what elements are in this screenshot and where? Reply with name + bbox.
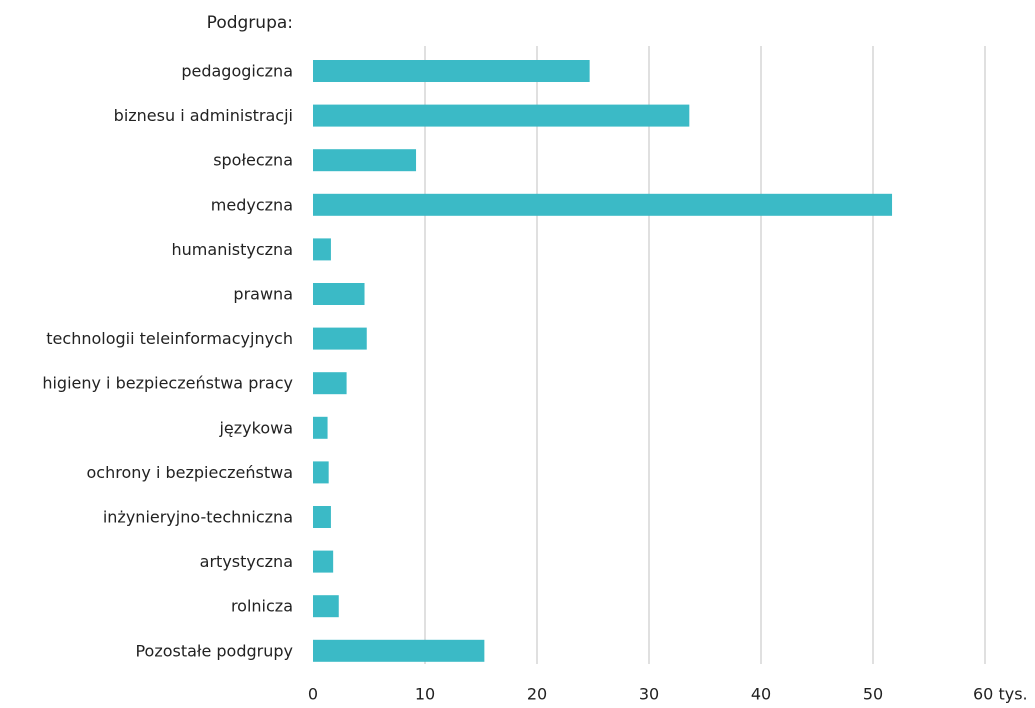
x-tick-label: 50	[863, 685, 883, 704]
bar-3	[313, 193, 893, 216]
x-tick-label: 0	[308, 685, 318, 704]
bar-12	[313, 595, 339, 618]
bar-0	[313, 60, 590, 82]
bar-1	[313, 104, 690, 127]
category-label: higieny i bezpieczeństwa pracy	[42, 374, 293, 393]
category-label: prawna	[233, 285, 293, 304]
category-label: pedagogiczna	[181, 62, 293, 81]
bar-8	[313, 416, 328, 439]
bar-7	[313, 372, 347, 395]
category-label: ochrony i bezpieczeństwa	[87, 463, 294, 482]
grid-lines	[424, 46, 986, 664]
x-tick-label: 30	[639, 685, 659, 704]
bar-2	[313, 149, 417, 172]
category-label: inżynieryjno-techniczna	[103, 508, 293, 527]
bars	[313, 60, 893, 662]
x-tick-label: 10	[415, 685, 435, 704]
category-label: językowa	[218, 418, 293, 437]
category-label: technologii teleinformacyjnych	[46, 329, 293, 348]
category-labels: pedagogiczna biznesu i administracji społe…	[42, 62, 293, 661]
x-tick-label: 40	[751, 685, 771, 704]
bar-11	[313, 550, 334, 573]
bar-9	[313, 461, 329, 484]
bar-4	[313, 238, 331, 261]
x-tick-labels: 0 10 20 30 40 50 60 tys.	[308, 685, 1028, 704]
category-header: Podgrupa:	[207, 13, 293, 33]
category-label: społeczna	[213, 151, 293, 170]
category-label: humanistyczna	[172, 240, 293, 259]
category-label: biznesu i administracji	[114, 106, 293, 125]
category-label: medyczna	[211, 195, 293, 214]
bar-13	[313, 639, 485, 662]
bar-5	[313, 283, 365, 305]
x-tick-label: 20	[527, 685, 547, 704]
x-tick-label: 60 tys.	[973, 685, 1028, 704]
category-label: artystyczna	[200, 552, 293, 571]
bar-6	[313, 327, 367, 350]
category-label: Pozostałe podgrupy	[135, 641, 293, 660]
category-label: rolnicza	[231, 597, 293, 616]
bar-10	[313, 506, 331, 528]
